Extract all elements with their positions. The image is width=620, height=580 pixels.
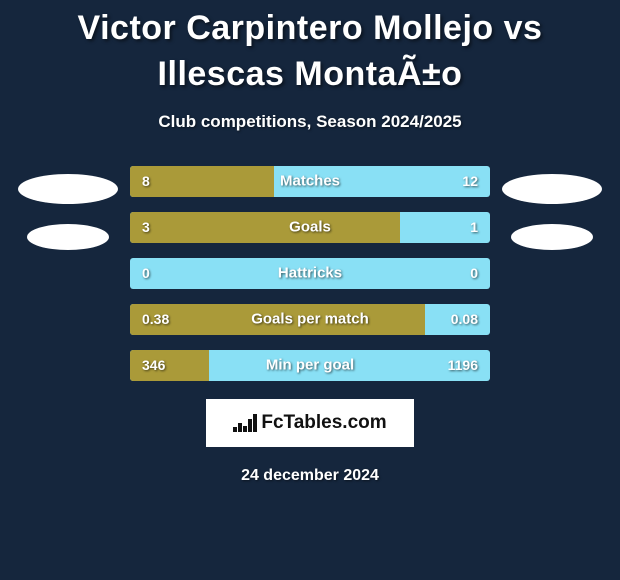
stat-bar-fill [130,166,274,197]
stat-right-value: 1 [470,219,478,235]
left-badge-1 [18,174,118,204]
stat-label: Min per goal [266,357,354,374]
stat-bar: 3 Goals 1 [130,212,490,243]
stat-bar: 346 Min per goal 1196 [130,350,490,381]
stat-left-value: 0 [142,265,150,281]
right-badge-1 [502,174,602,204]
stat-bars: 8 Matches 12 3 Goals 1 0 Hattricks 0 0.3… [128,166,492,381]
stat-label: Goals per match [251,311,369,328]
left-badges [8,166,128,250]
stat-label: Goals [289,219,331,236]
right-badges [492,166,612,250]
footer-date: 24 december 2024 [0,467,620,485]
stat-label: Hattricks [278,265,342,282]
stat-left-value: 8 [142,173,150,189]
stat-right-value: 0.08 [451,311,478,327]
stat-left-value: 3 [142,219,150,235]
stat-label: Matches [280,173,340,190]
page-title: Victor Carpintero Mollejo vs Illescas Mo… [0,0,620,98]
stat-right-value: 0 [470,265,478,281]
stat-right-value: 12 [462,173,478,189]
subtitle: Club competitions, Season 2024/2025 [0,112,620,132]
stat-bar: 0 Hattricks 0 [130,258,490,289]
brand-text: FcTables.com [261,412,386,434]
stat-right-value: 1196 [448,357,478,373]
brand-badge: FcTables.com [206,399,414,447]
brand-chart-icon [233,414,257,432]
stat-bar: 8 Matches 12 [130,166,490,197]
stat-bar: 0.38 Goals per match 0.08 [130,304,490,335]
left-badge-2 [27,224,109,250]
comparison-row: 8 Matches 12 3 Goals 1 0 Hattricks 0 0.3… [0,166,620,381]
stat-left-value: 0.38 [142,311,169,327]
stat-left-value: 346 [142,357,165,373]
right-badge-2 [511,224,593,250]
stat-bar-fill [130,212,400,243]
